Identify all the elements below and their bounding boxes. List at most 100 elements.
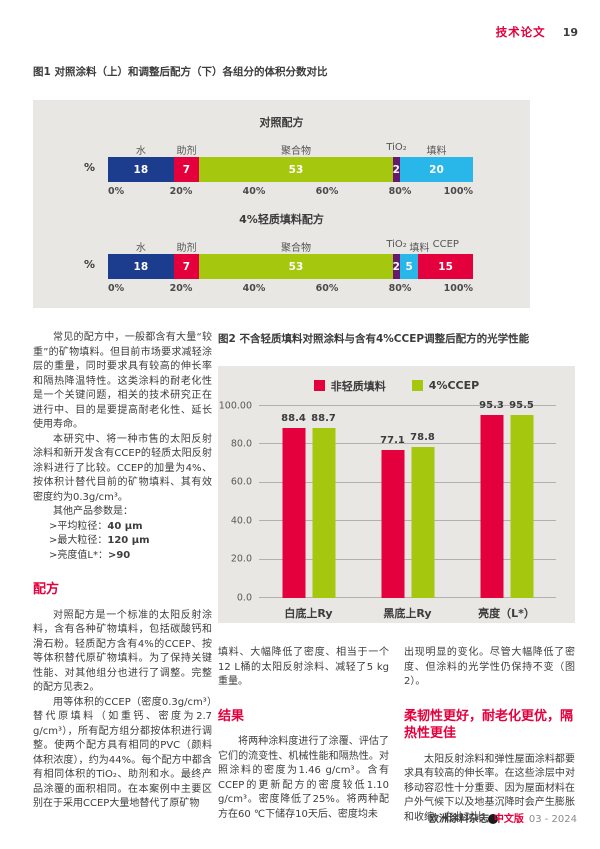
y-axis-label: 60.0 — [230, 476, 252, 488]
paragraph: 常见的配方中，一般都含有大量“较重”的矿物填料。但目前市场要求减轻涂层的重量，同… — [33, 332, 212, 430]
category-label: 黑底上Ry — [383, 607, 432, 620]
text-columns: 填料、大幅降低了密度、相当于一个12 L桶的太阳反射涂料、减轻了5 kg重量。 … — [218, 646, 575, 825]
segment-label: CCEP — [432, 239, 459, 250]
bar-segment: 53 — [199, 157, 393, 182]
bar-segment: 18 — [108, 157, 174, 182]
chart-title: 对照配方 — [259, 116, 304, 129]
bar: 88.4 — [281, 413, 306, 598]
parameter-value: 40 μm — [107, 520, 143, 532]
bar-value-label: 77.1 — [380, 434, 405, 446]
y-axis-label: 0.0 — [236, 592, 252, 603]
segment-label: 水 — [135, 243, 146, 254]
axis-tick: 60% — [315, 283, 339, 294]
bar: 77.1 — [380, 435, 405, 598]
category-label: 亮度（L*） — [478, 607, 535, 620]
bar: 95.3 — [479, 400, 504, 598]
parameter-item: >最大粒径：120 μm — [33, 534, 212, 549]
legend-label: 非轻质填料 — [330, 379, 386, 393]
legend-item: 4%CCEP — [411, 379, 480, 392]
axis-tick: 80% — [388, 283, 412, 294]
axis-tick: 0% — [108, 283, 125, 294]
gridline: 100.00 — [219, 400, 556, 411]
middle-column: 填料、大幅降低了密度、相当于一个12 L桶的太阳反射涂料、减轻了5 kg重量。 … — [218, 646, 389, 825]
page-footer: 欧洲涂料杂志 中文版 03 - 2024 — [429, 810, 577, 825]
category-labels: 白底上Ry 黑底上Ry 亮度（L*） — [259, 605, 556, 620]
bar-segment: 2 — [392, 157, 400, 182]
axis-tick: 20% — [169, 283, 193, 294]
paragraph: 将两种涂料度进行了涂覆、评估了它们的流变性、机械性能和隔热性。对照涂料的密度为1… — [218, 736, 389, 820]
category-label: 白底上Ry — [284, 607, 333, 620]
bar-value-label: 78.8 — [410, 431, 435, 443]
section-heading-results: 结果 — [218, 708, 245, 724]
y-axis-label: 80.0 — [230, 438, 252, 450]
stacked-bar: 18 7 53 2 20 — [108, 157, 473, 182]
parameter-label: >亮度值L*： — [49, 549, 108, 561]
bar-value-label: 88.4 — [281, 413, 306, 425]
parameter-label: >平均粒径： — [49, 520, 108, 532]
paragraph: 太阳反射涂料和弹性屋面涂料都要求具有较高的伸长率。在这些涂层中对移动容忍性十分重… — [404, 753, 575, 826]
paragraph: 对照配方是一个标准的太阳反射涂料，含有各种矿物填料，包括碳酸钙和滑石粉。轻质配方… — [33, 609, 212, 694]
stacked-bar-section: 对照配方% 水助剂 聚合物 TiO₂ 填料 18 7 53 2 20 0% 20% 40% 60% 80% 1… — [33, 114, 530, 199]
chart-row: % 水 助剂 聚合物 TiO₂ 填料 CCEP 18 7 53 2 5 15 0% 20% 40% 60% 80%… — [84, 239, 473, 296]
segment-labels: 水 助剂 聚合物 TiO₂ 填料 — [108, 142, 473, 157]
x-axis-ticks: 0% 20% 40% 60% 80% 100% — [108, 186, 473, 199]
axis-tick: 60% — [315, 186, 339, 197]
section-label: 技术论文 — [495, 25, 546, 39]
gridline: 40.0 — [231, 515, 556, 526]
bar: 95.5 — [509, 400, 534, 598]
gridline: 60.0 — [231, 477, 556, 488]
legend-label: 4%CCEP — [428, 379, 480, 392]
segment-label: 助剂 — [176, 146, 197, 157]
axis-tick: 20% — [169, 186, 193, 197]
paragraph: 本研究中、将一种市售的太阳反射涂料和新开发含有CCEP的轻质太阳反射涂料进行了比… — [33, 433, 212, 503]
section-heading-flexibility: 柔韧性更好，耐老化更优，隔热性更佳 — [404, 708, 574, 742]
parameter-value: >90 — [107, 549, 131, 561]
axis-tick: 100% — [443, 283, 473, 294]
page-header: 技术论文 19 — [496, 24, 578, 40]
axis-tick: 0% — [108, 186, 125, 197]
y-axis-label: 100.00 — [218, 400, 252, 411]
axis-tick: 40% — [242, 283, 266, 294]
bar-segment: 15 — [418, 254, 473, 279]
issue-number: 03 - 2024 — [528, 814, 577, 825]
bar-segment: 53 — [199, 254, 393, 279]
segment-label: 填料 — [426, 146, 447, 157]
bar-segment: 7 — [173, 254, 200, 279]
plot-area: 100.00 80.0 60.0 40.0 20.0 0.0 88.4 88.7 77.1 78.… — [219, 400, 556, 603]
bar: 88.7 — [311, 413, 336, 598]
section-heading-formulation: 配方 — [33, 582, 60, 597]
segment-label: 聚合物 — [280, 243, 311, 254]
stacked-bar-section: 4%轻质填料配方% 水 助剂 聚合物 TiO₂ 填料 CCEP 18 7 53 2 5 15 0% 20% 4… — [33, 211, 530, 296]
bar-group: 77.1 78.8 — [380, 406, 435, 598]
parameter-label: >最大粒径： — [49, 535, 108, 546]
bar-value-label: 88.7 — [311, 412, 336, 424]
legend-swatch — [313, 380, 325, 391]
parameter-value: 120 μm — [107, 535, 150, 546]
x-axis-ticks: 0% 20% 40% 60% 80% 100% — [108, 283, 473, 296]
bar-segment: 2 — [392, 254, 400, 279]
segment-label: 水 — [135, 146, 146, 157]
bar-segment: 20 — [399, 157, 473, 182]
figure2-grouped-bar-chart: 非轻质填料 4%CCEP 100.00 80.0 60.0 40.0 20.0 0.0 88.4… — [218, 366, 575, 623]
segment-label: TiO₂ — [386, 239, 407, 250]
axis-tick: 80% — [388, 186, 412, 197]
paragraph: 出现明显的变化。尽管大幅降低了密度、但涂料的光学性仍保持不变（图2）。 — [404, 647, 575, 687]
bar-group: 88.4 88.7 — [281, 406, 336, 598]
segment-label: 填料 — [409, 243, 430, 254]
unit-label: % — [84, 161, 96, 174]
legend-swatch — [411, 380, 423, 391]
segment-label: 聚合物 — [280, 146, 311, 157]
axis-tick: 100% — [443, 186, 473, 197]
paragraph: 填料、大幅降低了密度、相当于一个12 L桶的太阳反射涂料、减轻了5 kg重量。 — [218, 647, 389, 687]
edition-label: 中文版 — [493, 814, 524, 825]
figure2-caption: 图2 不含轻质填料对照涂料与含有4%CCEP调整后配方的光学性能 — [218, 333, 530, 345]
parameters-intro: 其他产品参数是： — [53, 506, 133, 517]
gridline: 20.0 — [231, 554, 556, 565]
axis-tick: 40% — [242, 186, 266, 197]
bar-value-label: 95.3 — [479, 400, 504, 412]
stacked-bar: 18 7 53 2 5 15 — [108, 254, 473, 279]
paragraph-text: 太阳反射涂料和弹性屋面涂料都要求具有较高的伸长率。在这些涂层中对移动容忍性十分重… — [404, 753, 575, 823]
legend-item: 非轻质填料 — [313, 379, 386, 393]
bar-segment: 18 — [108, 254, 174, 279]
